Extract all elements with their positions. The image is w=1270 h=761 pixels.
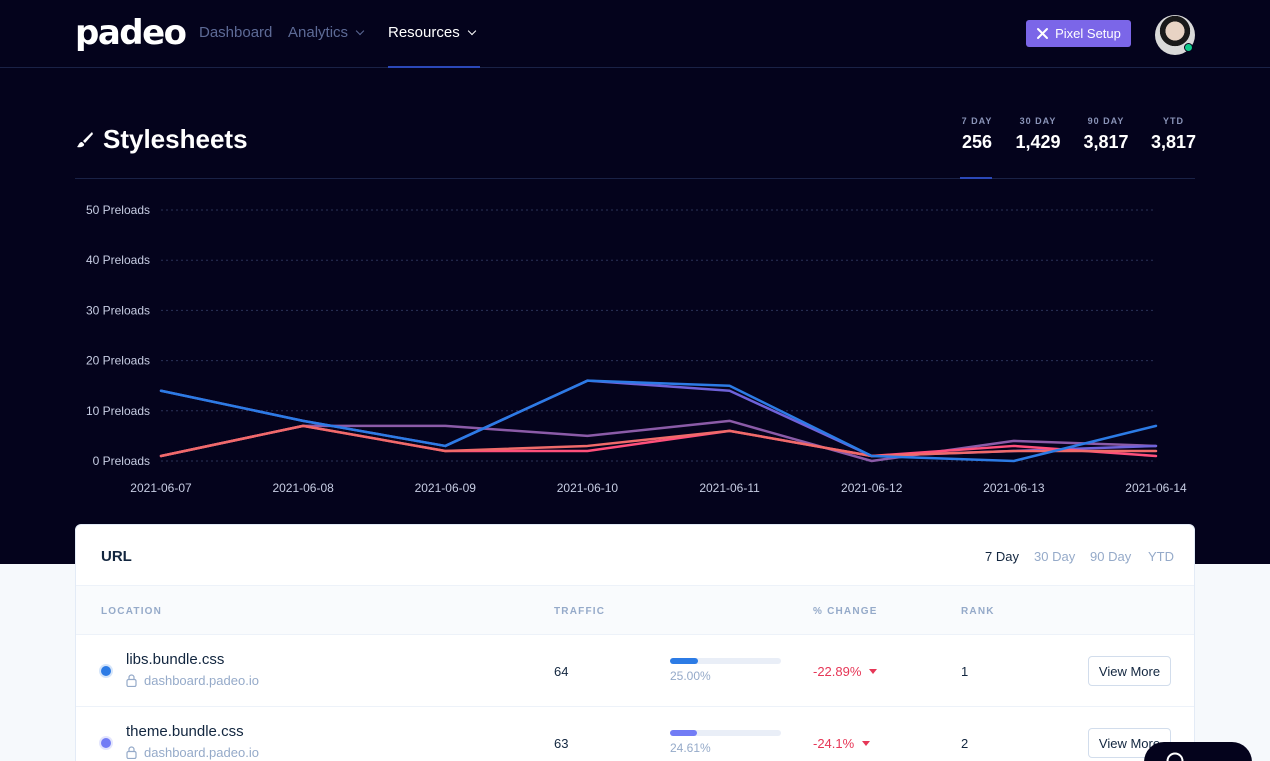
percent-change: -22.89% [813, 664, 878, 679]
x-tick-label: 2021-06-11 [699, 481, 760, 495]
file-domain: dashboard.padeo.io [126, 673, 259, 688]
tab-30-day[interactable]: 30 Day [1034, 549, 1076, 564]
preloads-line-chart: 0 Preloads 10 Preloads 20 Preloads 30 Prelo… [86, 203, 1187, 495]
rank-value: 2 [961, 736, 969, 751]
percent-change-value: -22.89% [813, 664, 862, 679]
logo[interactable]: padeo [75, 13, 187, 53]
table-row: libs.bundle.css dashboard.padeo.io 64 25… [76, 635, 1194, 707]
lock-icon [126, 674, 137, 687]
y-tick-label: 10 Preloads [86, 404, 150, 418]
traffic-share-percent: 25.00% [670, 669, 711, 683]
series-line-4 [159, 424, 1158, 458]
traffic-share-bar [670, 730, 781, 736]
table-row: theme.bundle.css dashboard.padeo.io 63 2… [76, 707, 1194, 761]
traffic-share-bar [670, 658, 781, 664]
lock-icon [126, 746, 137, 759]
page-title: Stylesheets [76, 124, 248, 155]
domain-text: dashboard.padeo.io [144, 745, 259, 760]
y-tick-label: 40 Preloads [86, 253, 150, 267]
caret-down-icon [869, 669, 878, 674]
nav-resources[interactable]: Resources [388, 24, 476, 41]
nav-analytics[interactable]: Analytics [288, 24, 365, 41]
x-tick-label: 2021-06-09 [415, 481, 477, 495]
traffic-value: 63 [554, 736, 569, 751]
active-stat-indicator [960, 177, 992, 179]
series-line-2 [159, 379, 1158, 458]
pixel-setup-label: Pixel Setup [1055, 26, 1121, 41]
status-dot [101, 738, 111, 748]
stat-label: 90 DAY [1087, 116, 1125, 126]
active-nav-indicator [388, 66, 480, 68]
page-title-text: Stylesheets [103, 124, 248, 154]
nav-dashboard[interactable]: Dashboard [199, 24, 272, 41]
x-tick-label: 2021-06-14 [1125, 481, 1187, 495]
stat-30-day[interactable]: 30 DAY 1,429 [1013, 116, 1063, 153]
caret-down-icon [862, 741, 871, 746]
domain-text: dashboard.padeo.io [144, 673, 259, 688]
tab-7-day[interactable]: 7 Day [985, 549, 1019, 564]
stat-label: 7 DAY [961, 116, 993, 126]
column-header-change[interactable]: % CHANGE [813, 606, 878, 617]
table-header: LOCATION TRAFFIC % CHANGE RANK [76, 585, 1194, 635]
stat-value: 256 [961, 132, 993, 152]
x-tick-label: 2021-06-12 [841, 481, 903, 495]
nav-resources-label: Resources [388, 24, 460, 41]
x-tick-label: 2021-06-08 [272, 481, 334, 495]
percent-change-value: -24.1% [813, 736, 855, 751]
column-header-rank[interactable]: RANK [961, 606, 995, 617]
url-table-card: URL 7 Day 30 Day 90 Day YTD LOCATION TRA… [75, 524, 1195, 761]
stat-label: 30 DAY [1019, 116, 1057, 126]
column-header-traffic[interactable]: TRAFFIC [554, 606, 606, 617]
chevron-down-icon [467, 26, 476, 36]
stat-7-day[interactable]: 7 DAY 256 [955, 116, 999, 153]
brush-icon [77, 131, 93, 147]
traffic-share-percent: 24.61% [670, 741, 711, 755]
y-tick-label: 0 Preloads [93, 454, 150, 468]
file-domain: dashboard.padeo.io [126, 745, 259, 760]
traffic-share-fill [670, 730, 698, 736]
stat-label: YTD [1163, 116, 1184, 126]
help-button[interactable] [1144, 742, 1252, 761]
card-title: URL [101, 548, 132, 565]
stat-value: 3,817 [1083, 132, 1129, 152]
stat-value: 1,429 [1015, 132, 1061, 152]
stat-ytd[interactable]: YTD 3,817 [1150, 116, 1197, 153]
pixel-setup-button[interactable]: Pixel Setup [1026, 20, 1131, 47]
y-tick-label: 30 Preloads [86, 303, 150, 317]
online-status-dot [1184, 43, 1193, 52]
x-tick-label: 2021-06-07 [130, 481, 192, 495]
y-tick-label: 20 Preloads [86, 354, 150, 368]
hero-background [0, 0, 1270, 564]
header-divider [75, 178, 1195, 179]
traffic-share-fill [670, 658, 698, 664]
tab-ytd[interactable]: YTD [1148, 549, 1174, 564]
nav-analytics-label: Analytics [288, 24, 349, 41]
nav-dashboard-label: Dashboard [199, 24, 273, 41]
rank-value: 1 [961, 664, 969, 679]
percent-change: -24.1% [813, 736, 871, 751]
chevron-down-icon [355, 26, 365, 36]
x-tick-label: 2021-06-10 [557, 481, 619, 495]
stat-90-day[interactable]: 90 DAY 3,817 [1080, 116, 1132, 153]
status-dot [101, 666, 111, 676]
view-more-button[interactable]: View More [1088, 656, 1171, 686]
tools-icon [1037, 28, 1049, 39]
series-line-5 [159, 379, 1158, 463]
stat-value: 3,817 [1150, 132, 1197, 152]
y-tick-label: 50 Preloads [86, 203, 150, 217]
file-name[interactable]: theme.bundle.css [126, 723, 244, 740]
x-tick-label: 2021-06-13 [983, 481, 1045, 495]
file-name[interactable]: libs.bundle.css [126, 651, 225, 668]
tab-90-day[interactable]: 90 Day [1090, 549, 1132, 564]
help-icon [1166, 752, 1184, 761]
traffic-value: 64 [554, 664, 569, 679]
column-header-location[interactable]: LOCATION [101, 606, 163, 617]
top-nav: padeo Dashboard Analytics Resources Pixe… [0, 0, 1270, 68]
